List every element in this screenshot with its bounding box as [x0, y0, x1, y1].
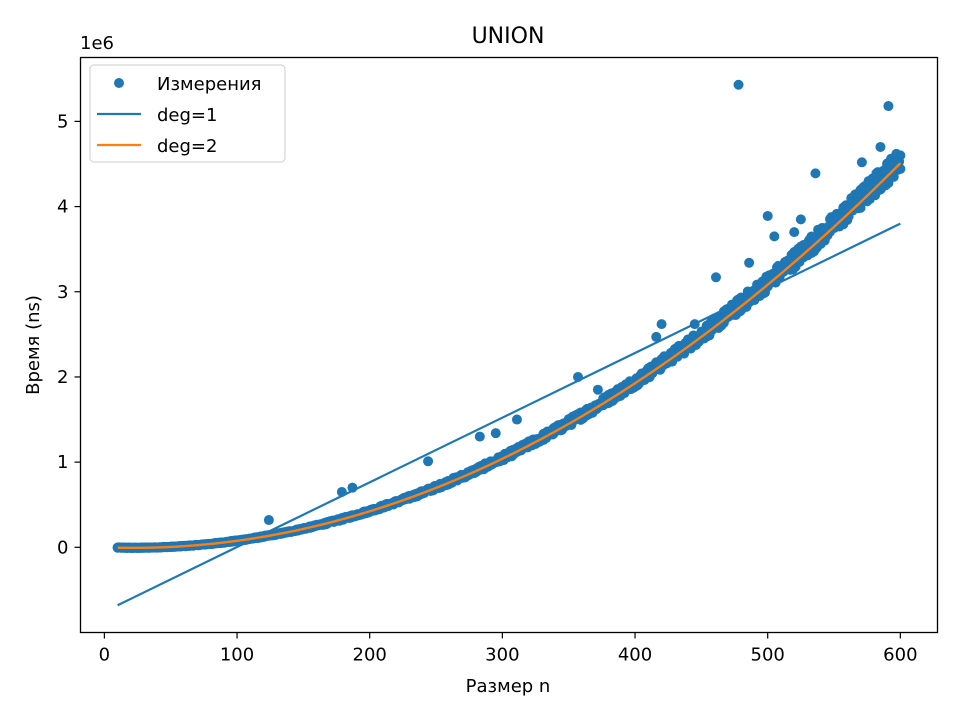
scatter-point [651, 331, 662, 342]
scatter-point [710, 272, 721, 283]
scatter-point [733, 79, 744, 90]
y-axis-offset-label: 1e6 [80, 33, 114, 54]
y-tick-label: 2 [57, 367, 68, 388]
scatter-point [263, 515, 274, 526]
scatter-point [423, 456, 434, 467]
fit-lines [117, 162, 902, 607]
y-axis-label: Время (ns) [23, 295, 44, 395]
scatter-point [895, 150, 906, 161]
scatter-point [511, 414, 522, 425]
legend-marker-measurements [114, 78, 124, 88]
legend-label-measurements: Измерения [157, 74, 261, 95]
legend-label-deg2: deg=2 [157, 136, 217, 157]
x-tick-label: 500 [751, 645, 785, 666]
x-axis-label: Размер n [466, 676, 551, 697]
legend: Измерения deg=1 deg=2 [89, 64, 286, 163]
scatter-point [744, 257, 755, 268]
scatter-point [490, 428, 501, 439]
scatter-point [592, 384, 603, 395]
scatter-point [856, 157, 867, 168]
chart-title: UNION [472, 24, 545, 49]
scatter-point [795, 214, 806, 225]
y-tick-label: 5 [57, 111, 68, 132]
scatter-point [810, 168, 821, 179]
scatter-point [875, 141, 886, 152]
scatter-point [769, 231, 780, 242]
x-tick-label: 400 [618, 645, 652, 666]
scatter-point [656, 319, 667, 330]
legend-label-deg1: deg=1 [157, 105, 217, 126]
x-tick-label: 100 [220, 645, 254, 666]
x-tick-label: 300 [485, 645, 519, 666]
series-line-deg2 [117, 162, 902, 550]
scatter-point [474, 431, 485, 442]
y-tick-label: 3 [57, 282, 68, 303]
y-tick-label: 4 [57, 197, 68, 218]
scatter-point [789, 227, 800, 238]
scatter-point [883, 101, 894, 112]
plot-frame [79, 56, 939, 634]
x-tick-label: 0 [99, 645, 110, 666]
x-tick-label: 600 [883, 645, 917, 666]
series-line-deg1 [117, 222, 901, 607]
y-tick-label: 0 [57, 537, 68, 558]
y-axis-ticks: 0 1 2 3 4 5 [57, 111, 81, 558]
scatter-point [762, 210, 773, 221]
y-tick-label: 1 [57, 452, 68, 473]
x-axis-ticks: 0 100 200 300 400 500 600 [99, 632, 918, 666]
x-tick-label: 200 [353, 645, 387, 666]
legend-box [89, 64, 286, 163]
